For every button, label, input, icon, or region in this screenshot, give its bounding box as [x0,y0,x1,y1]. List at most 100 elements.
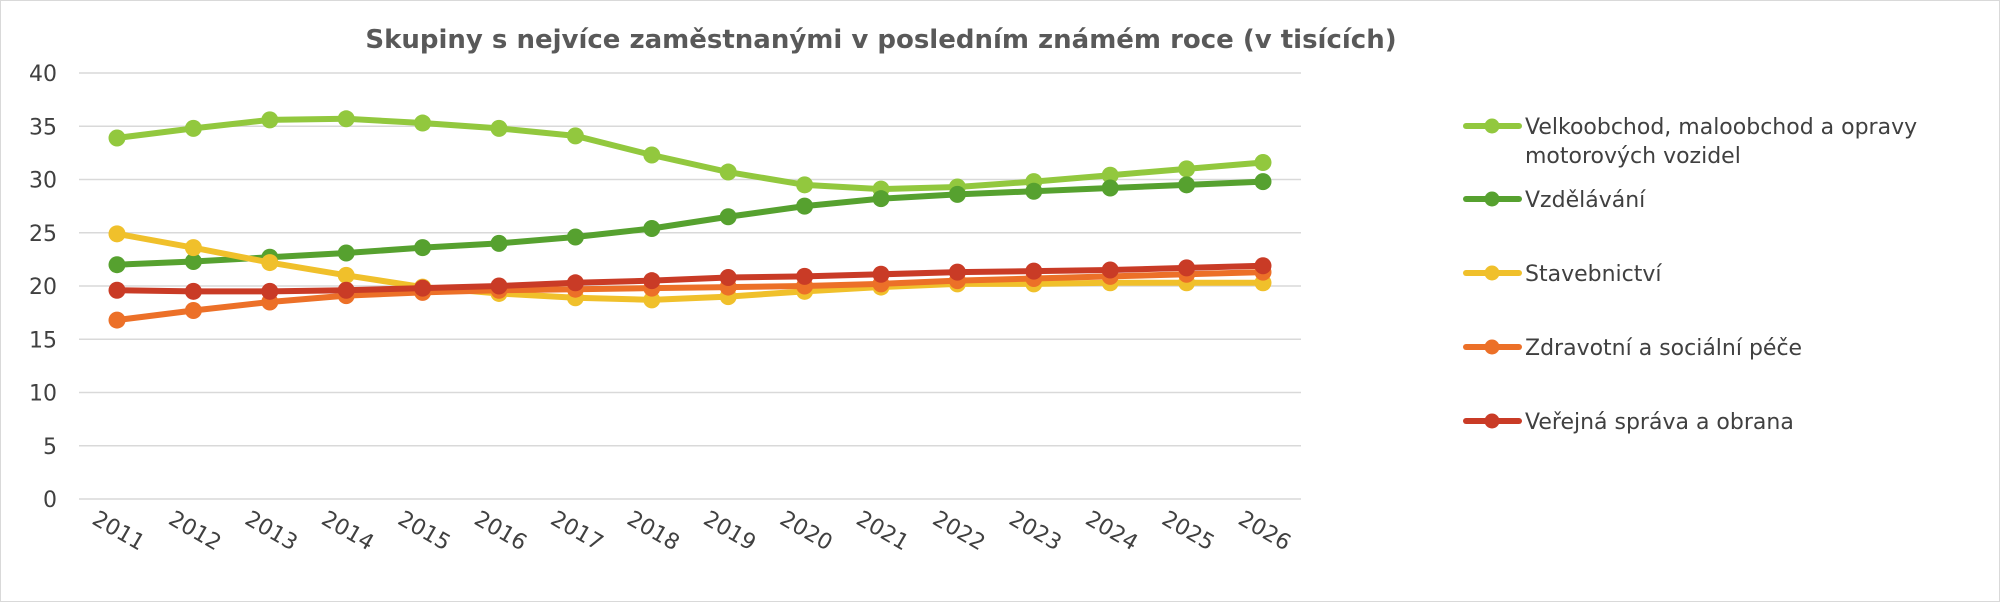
series-3 [108,225,1272,309]
data-point [1178,160,1196,178]
x-tick-label: 2020 [775,507,836,557]
data-point [184,239,202,257]
series-line [114,115,1266,193]
series-line [114,269,1266,324]
data-point [108,225,126,243]
y-tick-label: 10 [29,382,57,407]
data-point [337,266,355,284]
data-point [337,244,355,262]
legend-label: Stavebnictví [1525,262,1662,287]
legend-label: Zdravotní a sociální péče [1525,336,1802,361]
x-tick-label: 2015 [393,507,454,557]
y-axis-tick-labels: 0 5 10 15 20 25 30 35 40 [29,62,57,513]
data-point [1178,259,1196,277]
data-point [948,263,966,281]
x-tick-label: 2017 [546,507,607,557]
x-tick-label: 2026 [1234,507,1295,557]
legend-label: Veřejná správa a obrana [1525,410,1794,435]
data-point [1025,262,1043,280]
data-point [643,146,661,164]
y-tick-label: 20 [29,275,57,300]
x-tick-label: 2014 [317,507,378,557]
legend: Velkoobchod, maloobchod a opravy motorový… [1463,115,1917,435]
data-point [1101,261,1119,279]
data-point [184,253,202,271]
legend-label: Velkoobchod, maloobchod a opravy [1525,115,1917,140]
series-lines [108,110,1272,329]
legend-item: Zdravotní a sociální péče [1463,336,1802,361]
data-point [490,119,508,137]
data-point [1254,257,1272,275]
data-point [490,234,508,252]
series-2 [108,173,1272,274]
x-tick-label: 2013 [241,507,302,557]
y-tick-label: 15 [29,328,57,353]
data-point [566,127,584,145]
data-point [261,282,279,300]
y-tick-label: 0 [43,488,57,513]
data-point [184,301,202,319]
legend-label: motorových vozidel [1525,144,1741,169]
legend-swatch-marker [1484,339,1500,355]
data-point [414,239,432,257]
legend-swatch-marker [1484,191,1500,207]
series-1 [108,110,1272,198]
y-tick-label: 40 [29,62,57,87]
chart-title: Skupiny s nejvíce zaměstnanými v posledn… [365,25,1396,55]
data-point [184,119,202,137]
data-point [872,265,890,283]
data-point [872,190,890,208]
legend-item: Veřejná správa a obrana [1463,410,1794,435]
y-tick-label: 35 [29,115,57,140]
data-point [719,268,737,286]
data-point [796,176,814,194]
x-tick-label: 2025 [1157,507,1218,557]
data-point [796,197,814,215]
legend-swatch-marker [1484,265,1500,281]
data-point [414,114,432,132]
data-point [1101,179,1119,197]
data-point [414,279,432,297]
x-tick-label: 2021 [852,507,913,557]
data-point [1101,166,1119,184]
y-tick-label: 25 [29,222,57,247]
legend-item: Velkoobchod, maloobchod a opravy motorový… [1463,115,1917,169]
x-tick-label: 2016 [470,507,531,557]
data-point [643,219,661,237]
data-point [1254,153,1272,171]
series-line [114,262,1266,295]
series-5 [108,257,1272,300]
x-axis-tick-labels: 2011 2012 2013 2014 2015 2016 2017 2018 2019 2020… [88,507,1295,557]
data-point [643,291,661,309]
data-point [108,281,126,299]
data-point [719,163,737,181]
data-point [1254,173,1272,191]
data-point [261,254,279,272]
data-point [337,110,355,128]
legend-label: Vzdělávání [1525,188,1646,213]
data-point [796,267,814,285]
data-point [566,228,584,246]
series-line [114,230,1266,303]
data-point [108,129,126,147]
x-tick-label: 2023 [1005,507,1066,557]
data-point [566,274,584,292]
x-tick-label: 2012 [164,507,225,557]
y-tick-label: 30 [29,169,57,194]
legend-swatch-marker [1484,118,1500,134]
series-line [114,178,1266,268]
data-point [184,282,202,300]
x-tick-label: 2024 [1081,507,1142,557]
x-tick-label: 2018 [623,507,684,557]
legend-swatch-marker [1484,413,1500,429]
data-point [948,185,966,203]
data-point [719,208,737,226]
data-point [337,281,355,299]
data-point [490,277,508,295]
data-point [108,311,126,329]
y-tick-label: 5 [43,435,57,460]
x-tick-label: 2019 [699,507,760,557]
data-point [1025,182,1043,200]
data-point [108,256,126,274]
